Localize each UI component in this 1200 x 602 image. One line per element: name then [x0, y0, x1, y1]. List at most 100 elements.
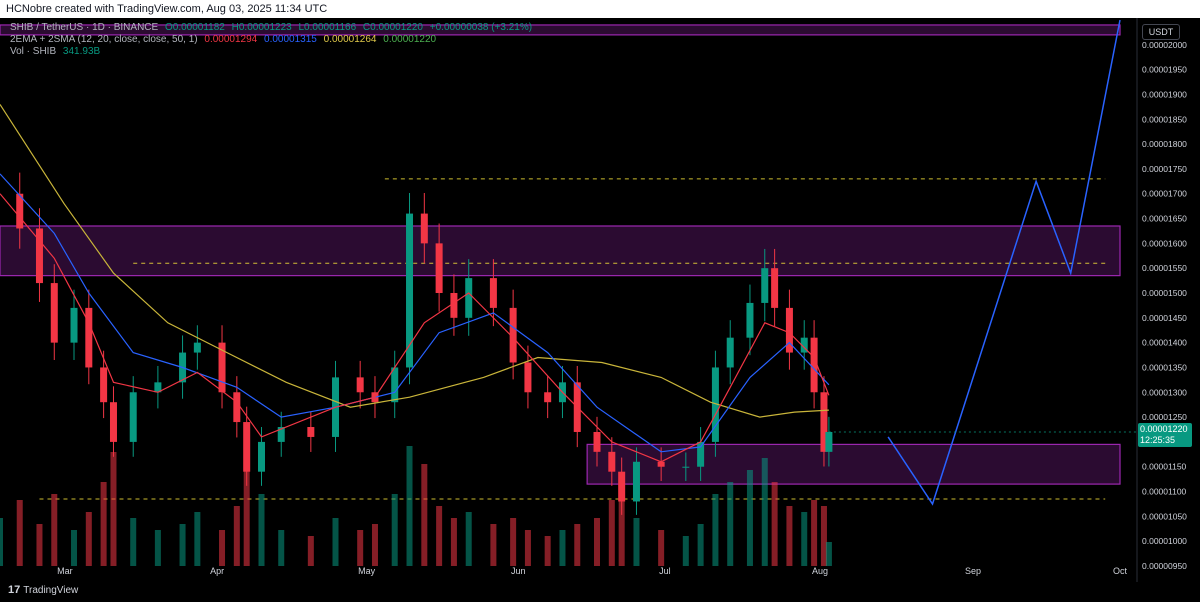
y-tick-label: 0.00000950 — [1142, 561, 1187, 571]
volume-bar — [510, 518, 517, 566]
zone-rect-0 — [0, 225, 1121, 277]
volume-bar — [357, 530, 364, 566]
y-tick-label: 0.00001300 — [1142, 387, 1187, 397]
volume-bar — [608, 500, 615, 566]
candle-body — [243, 422, 251, 472]
candle-body — [825, 431, 833, 452]
candle-body — [109, 402, 117, 442]
y-tick-label: 0.00001700 — [1142, 189, 1187, 199]
volume-bar — [524, 530, 531, 566]
volume-bar — [594, 518, 601, 566]
candle-body — [50, 283, 58, 343]
candle-body — [450, 293, 458, 318]
low-value: L0.00001166 — [298, 22, 357, 33]
candle-body — [489, 278, 497, 308]
currency-selector[interactable]: USDT — [1142, 24, 1180, 40]
ma-value-4: 0.00001220 — [383, 34, 437, 45]
candle-body — [435, 243, 443, 293]
volume-bar — [771, 482, 778, 566]
candle-body — [420, 213, 428, 244]
y-tick-label: 0.00001500 — [1142, 288, 1187, 298]
tv-logo-text: TradingView — [23, 585, 79, 596]
candle-body — [746, 302, 754, 338]
price-chart[interactable]: 0.00002000 0.00001950 0.00001900 0.00001850… — [0, 18, 1200, 582]
x-tick-label: Oct — [1113, 566, 1128, 576]
projection-path — [887, 19, 1121, 506]
ma-legend: 2EMA + 2SMA (12, 20, close, close, 50, 1… — [10, 34, 436, 45]
volume-bar — [233, 506, 240, 566]
y-tick-label: 0.00001900 — [1142, 89, 1187, 99]
y-tick-label: 0.00001250 — [1142, 412, 1187, 422]
volume-bar — [712, 494, 719, 566]
ma-indicator-name[interactable]: 2EMA + 2SMA (12, 20, close, close, 50, 1… — [10, 34, 198, 45]
ema20-line — [0, 173, 830, 453]
last-price-label: 0.00001220 12:25:35 — [1138, 423, 1192, 447]
candle-body — [509, 307, 517, 363]
volume-bar — [682, 536, 689, 566]
volume-bar — [110, 452, 117, 566]
candle-body — [233, 392, 241, 423]
candle-body — [524, 362, 532, 393]
volume-bar — [633, 518, 640, 566]
volume-bar — [436, 506, 443, 566]
volume-bar — [391, 494, 398, 566]
y-tick-label: 0.00001400 — [1142, 338, 1187, 348]
ma-value-1: 0.00001294 — [204, 34, 258, 45]
candle-body — [356, 377, 364, 393]
y-tick-label: 0.00001000 — [1142, 536, 1187, 546]
y-tick-label: 0.00001800 — [1142, 139, 1187, 149]
y-tick-label: 0.00001550 — [1142, 263, 1187, 273]
candle-body — [129, 392, 137, 442]
volume-bar — [544, 536, 551, 566]
volume-bar — [130, 518, 137, 566]
volume-bar — [786, 506, 793, 566]
y-tick-label: 0.00001350 — [1142, 362, 1187, 372]
volume-bar — [371, 524, 378, 566]
symbol-name[interactable]: SHIB / TetherUS · 1D · BINANCE — [10, 22, 159, 33]
tradingview-logo[interactable]: 17 TradingView — [8, 584, 78, 596]
candle-body — [465, 278, 473, 318]
close-value: C0.00001220 — [362, 22, 423, 33]
candle-body — [618, 471, 626, 502]
x-tick-label: Apr — [210, 566, 224, 576]
volume-bar — [307, 536, 314, 566]
candle-body — [277, 427, 285, 442]
candle-body — [16, 193, 24, 229]
candle-body — [544, 392, 552, 403]
volume-bar — [825, 542, 832, 566]
volume-bar — [179, 524, 186, 566]
volume-bar — [761, 458, 768, 566]
volume-bar — [258, 494, 265, 566]
volume-bar — [278, 530, 285, 566]
volume-bar — [243, 464, 250, 566]
volume-legend: Vol · SHIB 341.93B — [10, 46, 100, 57]
candle-body — [391, 367, 399, 403]
candle-body — [657, 461, 665, 467]
candle-body — [70, 307, 78, 343]
x-tick-label: Sep — [965, 566, 981, 576]
ma-value-2: 0.00001315 — [264, 34, 317, 45]
volume-bar — [811, 500, 818, 566]
attribution-bar: HCNobre created with TradingView.com, Au… — [0, 0, 1200, 18]
bar-countdown: 12:25:35 — [1140, 435, 1176, 445]
volume-bar — [36, 524, 43, 566]
candle-body — [154, 382, 162, 393]
candle-body — [406, 213, 414, 368]
volume-bar — [71, 530, 78, 566]
y-tick-label: 0.00001450 — [1142, 313, 1187, 323]
candle-body — [632, 461, 640, 502]
zone-rect-2 — [0, 24, 1121, 36]
y-tick-label: 0.00001650 — [1142, 214, 1187, 224]
volume-bar — [801, 512, 808, 566]
volume-bar — [727, 482, 734, 566]
candle-body — [711, 367, 719, 442]
candle-body — [593, 431, 601, 452]
last-price-value: 0.00001220 — [1140, 424, 1188, 434]
credit-text: HCNobre created with TradingView.com, Au… — [6, 3, 328, 15]
x-tick-label: Aug — [812, 566, 828, 576]
y-tick-label: 0.00002000 — [1142, 40, 1187, 50]
volume-value: 341.93B — [62, 46, 101, 57]
ma-value-3: 0.00001264 — [323, 34, 377, 45]
volume-bar — [559, 530, 566, 566]
volume-indicator-name[interactable]: Vol · SHIB — [10, 46, 57, 57]
